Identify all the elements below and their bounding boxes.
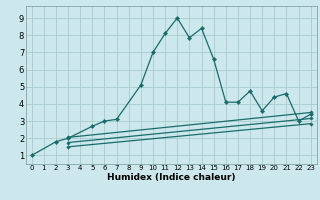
X-axis label: Humidex (Indice chaleur): Humidex (Indice chaleur)	[107, 173, 236, 182]
